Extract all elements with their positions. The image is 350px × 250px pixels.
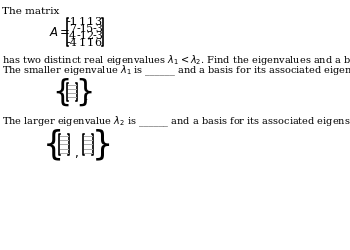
Text: $.$: $.$ xyxy=(84,92,88,102)
Text: $\}$: $\}$ xyxy=(91,128,110,162)
Text: The smaller eigenvalue $\lambda_1$ is ______ and a basis for its associated eige: The smaller eigenvalue $\lambda_1$ is __… xyxy=(2,64,350,78)
Text: $,$: $,$ xyxy=(74,146,79,160)
Text: -1: -1 xyxy=(67,17,78,27)
Text: The larger eigenvalue $\lambda_2$ is ______ and a basis for its associated eigen: The larger eigenvalue $\lambda_2$ is ___… xyxy=(2,115,350,130)
Text: The matrix: The matrix xyxy=(2,7,60,16)
Text: -1: -1 xyxy=(77,31,88,41)
Text: -4: -4 xyxy=(67,38,78,48)
Text: 2: 2 xyxy=(86,31,93,41)
Text: 1: 1 xyxy=(79,17,86,27)
Text: 1: 1 xyxy=(86,38,93,48)
Text: -1: -1 xyxy=(77,24,88,34)
Text: $A =$: $A =$ xyxy=(49,26,71,38)
Text: 7: 7 xyxy=(69,24,76,34)
Text: $\}$: $\}$ xyxy=(75,76,92,108)
Text: -3: -3 xyxy=(93,31,104,41)
Text: 5: 5 xyxy=(86,24,93,34)
Text: $\{$: $\{$ xyxy=(42,128,61,162)
Text: 3: 3 xyxy=(94,17,102,27)
Text: $.$: $.$ xyxy=(100,148,104,158)
Text: 1: 1 xyxy=(86,17,93,27)
Text: has two distinct real eigenvalues $\lambda_1 < \lambda_2$. Find the eigenvalues : has two distinct real eigenvalues $\lamb… xyxy=(2,53,350,67)
Text: $\{$: $\{$ xyxy=(52,76,69,108)
Text: -3: -3 xyxy=(93,24,104,34)
Text: 4: 4 xyxy=(69,31,76,41)
Text: 1: 1 xyxy=(79,38,86,48)
Text: 6: 6 xyxy=(94,38,102,48)
